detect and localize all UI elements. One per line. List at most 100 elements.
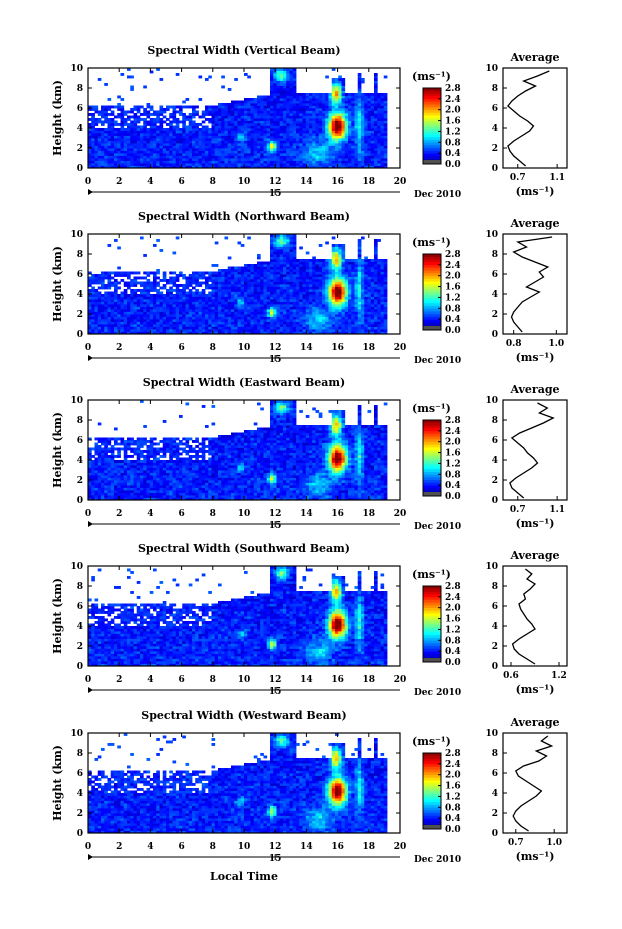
heatmap-cell: [283, 130, 287, 134]
heatmap-cell: [318, 289, 323, 292]
heatmap-cell: [156, 321, 160, 325]
heatmap-cell: [305, 110, 310, 114]
heatmap-cell: [315, 135, 320, 139]
heatmap-cell: [166, 294, 170, 297]
heatmap-cell: [335, 319, 339, 322]
heatmap-cell: [286, 321, 290, 325]
heatmap-cell: [276, 148, 281, 151]
heatmap-cell: [296, 314, 300, 317]
heatmap-cell: [110, 143, 115, 146]
heatmap-cell: [357, 266, 362, 270]
heatmap-cell: [270, 115, 274, 119]
heatmap-cell: [344, 276, 349, 280]
heatmap-cell: [286, 281, 290, 285]
heatmap-cell: [166, 326, 170, 330]
heatmap-cell: [127, 296, 131, 300]
heatmap-cell: [338, 110, 342, 114]
heatmap-cell: [331, 314, 336, 317]
heatmap-cell: [299, 274, 303, 277]
heatmap-cell: [130, 130, 134, 134]
heatmap-cell: [361, 100, 365, 104]
heatmap-cell: [169, 150, 173, 154]
heatmap-cell: [270, 130, 274, 134]
heatmap-cell: [318, 316, 323, 320]
heatmap-cell: [338, 118, 342, 121]
heatmap-cell: [292, 88, 297, 91]
heatmap-cell: [299, 326, 303, 330]
heatmap-cell: [201, 329, 206, 332]
heatmap-cell: [260, 135, 264, 139]
heatmap-cell: [344, 324, 349, 327]
heatmap-cell: [149, 133, 154, 136]
heatmap-cell: [179, 326, 183, 330]
heatmap-cell: [201, 314, 206, 317]
heatmap-cell: [227, 319, 232, 322]
heatmap-cell: [133, 128, 138, 131]
heatmap-cell: [260, 155, 264, 159]
heatmap-cell: [244, 301, 248, 305]
heatmap-cell: [325, 309, 329, 312]
heatmap-cell: [279, 100, 284, 104]
heatmap-cell: [257, 163, 261, 166]
heatmap-cell: [156, 138, 160, 141]
heatmap-cell: [296, 98, 300, 101]
heatmap-cell: [253, 301, 258, 305]
heatmap-cell: [341, 246, 346, 250]
heatmap-cell: [234, 301, 238, 305]
heatmap-cell: [351, 145, 355, 149]
heatmap-cell: [357, 130, 362, 134]
heatmap-cell: [253, 311, 258, 315]
heatmap-cell: [367, 128, 372, 131]
heatmap-cell: [312, 299, 316, 302]
heatmap-cell: [169, 281, 173, 285]
heatmap-cell: [224, 163, 229, 166]
heatmap-cell: [110, 120, 115, 124]
heatmap-cell: [322, 284, 326, 287]
heatmap-cell: [296, 264, 300, 267]
heatmap-cell: [279, 296, 284, 300]
heatmap-cell: [149, 165, 154, 169]
heatmap-cell: [156, 115, 160, 119]
heatmap-cell: [182, 130, 186, 134]
heatmap-cell: [283, 75, 287, 79]
heatmap-cell: [367, 108, 372, 111]
heatmap-cell: [97, 326, 102, 330]
heatmap-cell: [156, 331, 160, 335]
heatmap-cell: [130, 326, 134, 330]
heatmap-cell: [273, 125, 277, 129]
heatmap-cell: [273, 324, 277, 327]
heatmap-cell: [328, 289, 333, 292]
heatmap-cell: [195, 329, 199, 332]
heatmap-cell: [88, 284, 92, 287]
heatmap-cell: [315, 93, 320, 96]
heatmap-cell: [166, 135, 170, 139]
average-x-tick-label: 1.1: [549, 173, 565, 183]
heatmap-cell: [156, 326, 160, 330]
heatmap-cell: [208, 284, 212, 287]
heatmap-cell: [383, 153, 388, 156]
heatmap-cell: [88, 113, 92, 116]
heatmap-cell: [237, 148, 242, 151]
heatmap-cell: [107, 153, 112, 156]
heatmap-cell: [270, 153, 274, 156]
heatmap-cell: [283, 249, 287, 252]
heatmap-cell: [354, 130, 359, 134]
heatmap-cell: [292, 130, 297, 134]
heatmap-cell: [240, 326, 245, 330]
heatmap-cell: [344, 155, 349, 159]
heatmap-cell: [341, 319, 346, 322]
heatmap-cell: [260, 120, 264, 124]
heatmap-cell: [305, 103, 310, 106]
heatmap-cell: [292, 271, 297, 275]
heatmap-cell: [374, 113, 378, 116]
heatmap-cell: [104, 158, 108, 161]
heatmap-cell: [302, 155, 307, 159]
heatmap-cell: [247, 138, 251, 141]
heatmap-cell: [331, 148, 336, 151]
heatmap-cell: [143, 271, 147, 275]
heatmap-cell: [146, 138, 151, 141]
heatmap-cell: [338, 143, 342, 146]
heatmap-cell: [221, 296, 225, 300]
heatmap-cell: [140, 143, 144, 146]
heatmap-cell: [120, 279, 125, 282]
